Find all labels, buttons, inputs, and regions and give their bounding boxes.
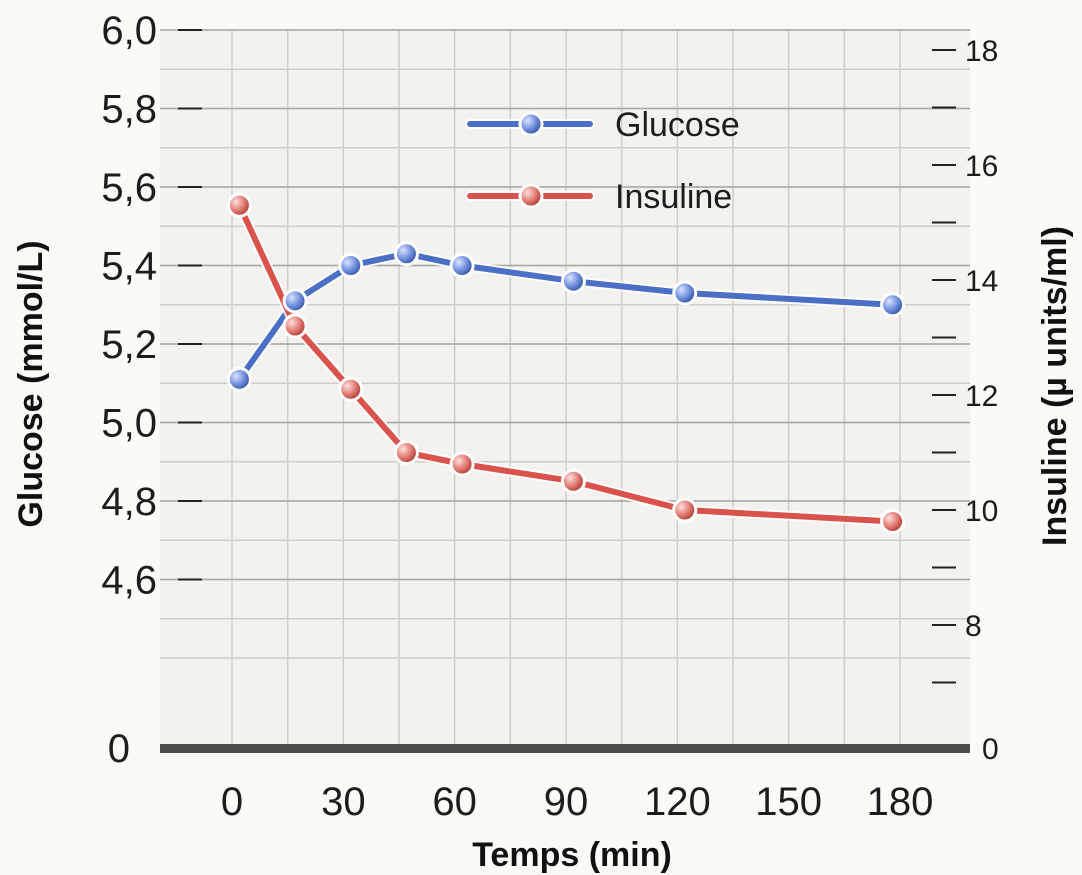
right-tick-label: 14 [965,265,998,298]
data-point-insuline [449,451,475,477]
bottom-tick-label: 150 [755,780,822,824]
x-axis-title: Temps (min) [472,836,672,874]
legend-marker-insuline [518,183,544,209]
y-axis-right-title: Insuline (µ units/ml) [1036,226,1074,546]
left-tick-label: 6,0 [101,9,157,53]
right-tick-label: 10 [965,495,998,528]
data-point-glucose [449,253,475,278]
data-point-glucose [338,253,364,278]
data-point-insuline [560,468,586,494]
legend-label-glucose: Glucose [615,106,740,144]
data-point-insuline [880,509,906,534]
right-tick-label-zero: 0 [982,733,999,766]
bottom-tick-label: 120 [644,780,711,824]
series-line-insuline [236,202,896,525]
data-point-glucose [880,292,906,318]
bottom-tick-label: 90 [544,780,589,824]
bottom-tick-label: 0 [221,780,243,824]
data-point-insuline [282,313,308,339]
left-tick-label: 5,6 [101,166,157,210]
plot-background [160,30,970,748]
data-point-insuline [338,376,364,402]
left-tick-label-zero: 0 [108,727,130,771]
data-point-glucose [393,241,419,267]
left-tick-label: 5,8 [101,88,157,132]
legend-marker-glucose [518,111,544,137]
bottom-tick-label: 60 [432,780,477,824]
data-point-insuline [672,497,698,523]
legend-label-insuline: Insuline [615,178,732,216]
left-tick-label: 5,2 [101,323,157,367]
left-tick-label: 4,8 [101,480,157,524]
bottom-tick-label: 180 [867,780,934,824]
data-point-glucose [226,366,252,392]
right-tick-label: 8 [965,610,982,643]
y-axis-left-title: Glucose (mmol/L) [12,240,50,527]
data-point-glucose [560,268,586,294]
data-point-glucose [282,288,308,314]
right-tick-label: 18 [965,35,998,68]
data-point-glucose [672,280,698,306]
x-axis-baseline [160,744,970,753]
bottom-tick-label: 30 [321,780,366,824]
data-point-insuline [393,440,419,465]
right-tick-label: 12 [965,380,998,413]
left-tick-label: 4,6 [101,559,157,603]
left-tick-label: 5,4 [101,245,157,289]
left-tick-label: 5,0 [101,402,157,446]
data-point-insuline [226,192,252,218]
right-tick-label: 16 [965,150,998,183]
